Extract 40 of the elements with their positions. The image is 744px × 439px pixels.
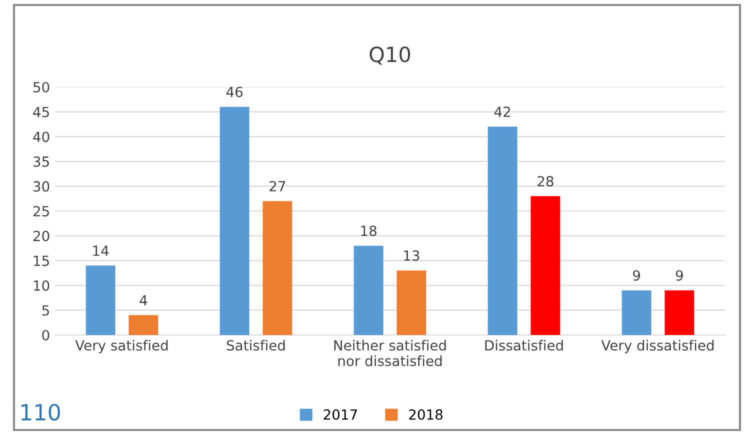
y-tick-label: 40 <box>33 132 50 142</box>
x-tick-label: Neither satisfied nor dissatisfied <box>334 340 446 366</box>
bar <box>488 126 518 335</box>
data-label: 18 <box>361 226 376 236</box>
bar <box>86 266 116 335</box>
data-label: 13 <box>404 250 420 261</box>
y-tick-label: 50 <box>34 82 50 92</box>
y-tick-label: 30 <box>34 181 50 192</box>
legend-label: 2018 <box>409 409 443 420</box>
y-tick-label: 45 <box>33 106 49 118</box>
y-tick-label: 35 <box>34 156 49 167</box>
data-label: 46 <box>226 86 243 98</box>
data-label: 28 <box>538 176 554 186</box>
bar <box>622 290 652 335</box>
bar <box>530 196 560 335</box>
y-tick-label: 0 <box>42 330 50 340</box>
chart-title: Q10 <box>370 46 410 65</box>
bar <box>396 270 426 335</box>
data-label: 14 <box>93 246 109 256</box>
x-tick-label: Dissatisfied <box>485 340 563 351</box>
data-label: 9 <box>676 270 683 281</box>
bar <box>354 246 384 335</box>
data-label: 9 <box>633 270 640 281</box>
y-tick-label: 5 <box>42 305 49 316</box>
x-tick-label: Satisfied <box>226 340 285 351</box>
text: 110 <box>21 404 60 421</box>
bar <box>262 201 292 335</box>
bar <box>664 290 694 335</box>
y-tick-label: 25 <box>33 206 49 216</box>
x-tick-label: Very satisfied <box>75 340 168 354</box>
y-tick-label: 20 <box>33 230 50 242</box>
data-label: 27 <box>270 180 286 192</box>
y-tick-label: 15 <box>34 256 49 266</box>
data-label: 4 <box>140 295 148 306</box>
legend-label: 2017 <box>324 409 357 420</box>
y-tick-label: 10 <box>34 280 50 291</box>
bar <box>128 315 158 335</box>
data-label: 42 <box>494 106 510 117</box>
bar <box>220 106 250 335</box>
x-tick-label: Very dissatisfied <box>601 340 714 354</box>
